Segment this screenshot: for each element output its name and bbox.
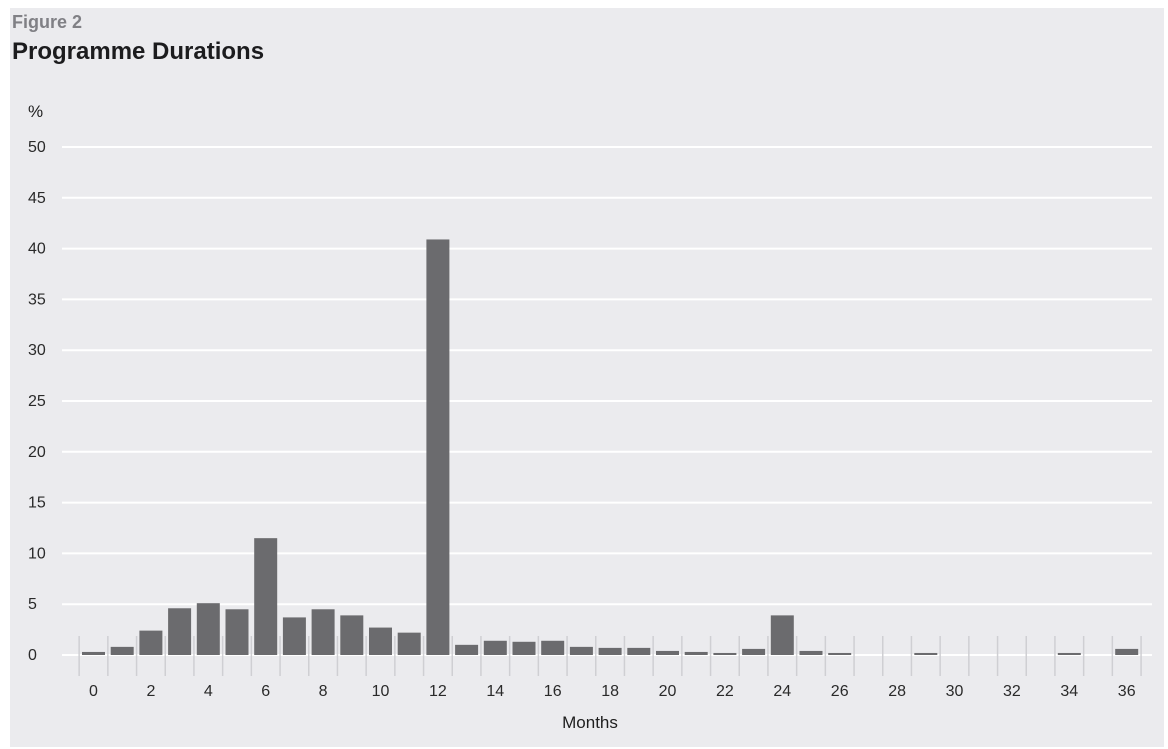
bar (598, 647, 622, 655)
bar (512, 641, 536, 655)
x-tick-label: 28 (888, 683, 906, 700)
x-tick-label: 22 (716, 683, 734, 700)
x-tick-label: 34 (1060, 683, 1078, 700)
x-axis-title: Months (562, 713, 618, 732)
x-tick-label: 4 (204, 683, 213, 700)
x-tick-label: 32 (1003, 683, 1021, 700)
x-tick-label: 26 (831, 683, 849, 700)
bar (656, 650, 679, 655)
bar (455, 644, 479, 655)
bar (799, 650, 823, 655)
y-tick-label: 50 (28, 139, 46, 156)
bar (1115, 648, 1139, 655)
x-tick-label: 24 (773, 683, 791, 700)
y-tick-label: 30 (28, 342, 46, 359)
y-tick-label: 35 (28, 291, 46, 308)
y-tick-label: 10 (28, 545, 46, 562)
x-tick-marks (78, 636, 1142, 676)
x-axis-labels: 0 2 4 6 8 10 12 14 16 18 20 22 24 26 28 30 32 34 36 (89, 683, 1136, 700)
y-tick-label: 5 (28, 596, 37, 613)
y-axis-labels: 0 5 10 15 20 25 30 35 40 45 50 (28, 139, 46, 664)
bar (369, 627, 392, 655)
bar (541, 640, 565, 655)
bar (110, 646, 134, 655)
y-tick-label: 15 (28, 495, 46, 512)
x-tick-label: 20 (659, 683, 677, 700)
x-tick-label: 30 (946, 683, 964, 700)
bar (684, 651, 708, 655)
figure-label: Figure 2 (12, 12, 83, 32)
bar (828, 652, 852, 655)
bar (340, 615, 364, 655)
x-tick-label: 10 (372, 683, 390, 700)
y-tick-label: 25 (28, 393, 46, 410)
bar (82, 651, 105, 655)
bar (483, 640, 507, 655)
x-tick-label: 8 (319, 683, 328, 700)
bar (311, 609, 335, 655)
bar (225, 609, 249, 655)
bar (569, 646, 593, 655)
bar (713, 652, 737, 655)
y-tick-label: 0 (28, 647, 37, 664)
y-tick-label: 40 (28, 241, 46, 258)
bar (627, 647, 651, 655)
bar (282, 617, 306, 655)
x-tick-label: 36 (1118, 683, 1136, 700)
x-tick-label: 16 (544, 683, 562, 700)
gridlines (62, 146, 1152, 656)
bar (168, 608, 192, 655)
bar (196, 603, 220, 655)
bar (139, 630, 163, 655)
bar (426, 239, 450, 655)
bar (397, 632, 421, 655)
x-tick-label: 12 (429, 683, 447, 700)
x-tick-label: 0 (89, 683, 98, 700)
chart-title: Programme Durations (12, 38, 265, 65)
y-axis-title: % (28, 102, 43, 121)
bar (1057, 652, 1081, 655)
bar (742, 648, 766, 655)
bars (82, 239, 1139, 655)
bar (914, 652, 938, 655)
bar (770, 615, 794, 655)
y-tick-label: 45 (28, 190, 46, 207)
x-tick-label: 6 (261, 683, 270, 700)
bar (254, 538, 278, 655)
x-tick-label: 14 (486, 683, 504, 700)
y-tick-label: 20 (28, 444, 46, 461)
x-tick-label: 2 (146, 683, 155, 700)
x-tick-label: 18 (601, 683, 619, 700)
